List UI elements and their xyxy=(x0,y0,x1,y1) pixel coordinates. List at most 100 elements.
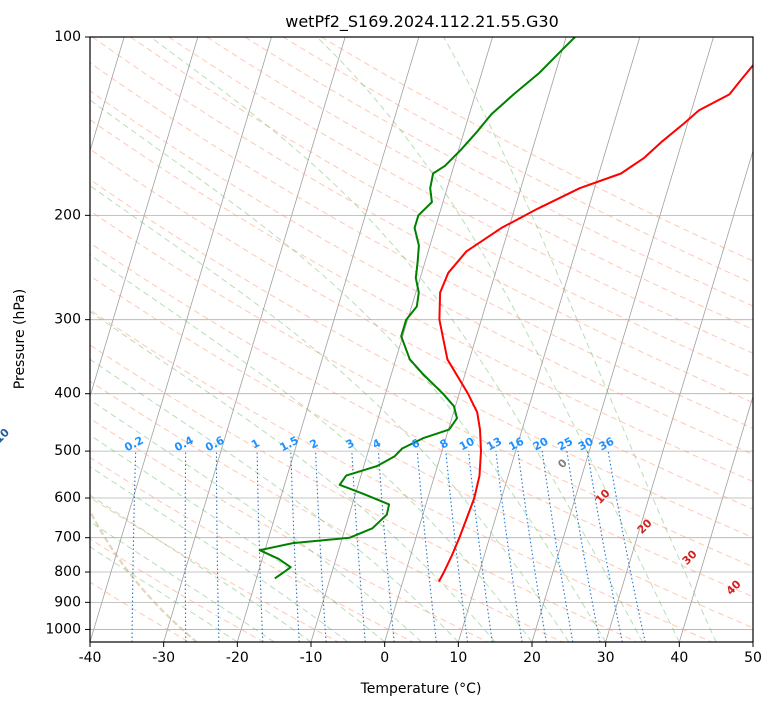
isotherm-line xyxy=(236,37,420,642)
mixing-ratio-line xyxy=(467,451,493,642)
dry-adiabat-line xyxy=(90,179,753,539)
mixing-ratio-line xyxy=(607,451,646,642)
axes: -40 -30 -20 -10 0 10 20 30 40 5010009008007006005… xyxy=(45,29,762,666)
moist-adiabat-label: 0 xyxy=(555,456,570,471)
dry-adiabat-line xyxy=(244,37,753,307)
x-tick-label: 30 xyxy=(597,650,615,666)
dry-adiabat-line xyxy=(90,242,753,598)
x-tick-label: -20 xyxy=(226,650,249,666)
moist-adiabat-line xyxy=(150,37,643,642)
mixing-ratio-line xyxy=(586,451,623,642)
dry-adiabat-line xyxy=(90,344,638,642)
mixing-ratio-label: 10 xyxy=(457,435,477,454)
moist-adiabat-line xyxy=(90,521,275,642)
isotherm-line xyxy=(163,37,346,642)
dry-adiabat-label: -10 xyxy=(0,426,12,449)
y-tick-label: 300 xyxy=(54,312,81,328)
moist-adiabat-label: 40 xyxy=(724,577,744,597)
dry-adiabat-line xyxy=(91,37,753,404)
dry-adiabat-line xyxy=(168,37,753,354)
y-tick-label: 200 xyxy=(54,207,81,223)
sounding-lines xyxy=(258,37,753,582)
lcl-curve xyxy=(90,508,198,642)
moist-adiabat-line xyxy=(90,494,312,642)
moist-adiabat-line xyxy=(90,399,422,642)
x-tick-label: -30 xyxy=(152,650,175,666)
isotherm-line xyxy=(90,37,199,398)
dry-adiabat-line xyxy=(90,456,414,642)
moist-adiabat-line xyxy=(90,99,607,642)
background-lines xyxy=(82,37,753,642)
mixing-ratio-line xyxy=(517,451,547,642)
x-tick-label: 50 xyxy=(744,650,762,666)
isotherm-line xyxy=(457,37,641,642)
isotherm-line xyxy=(531,37,714,642)
mixing-ratio-label: 1 xyxy=(249,436,262,451)
dry-adiabat-line xyxy=(90,210,753,568)
dry-adiabat-line xyxy=(206,37,753,330)
y-tick-label: 900 xyxy=(54,594,81,610)
mixing-ratio-line xyxy=(82,451,89,642)
dry-adiabat-line xyxy=(90,538,264,642)
mixing-ratio-line xyxy=(377,451,395,642)
x-tick-label: 40 xyxy=(670,650,688,666)
mixing-ratio-label: 36 xyxy=(597,435,617,454)
y-tick-label: 400 xyxy=(54,386,81,402)
dry-adiabat-line xyxy=(282,37,753,284)
mixing-ratio-line xyxy=(416,451,437,642)
dry-adiabat-line xyxy=(90,496,339,642)
temperature-line xyxy=(438,63,753,582)
moist-adiabat-label: 20 xyxy=(635,516,655,536)
mixing-ratio-label: 30 xyxy=(576,435,596,454)
mixing-ratio-label: 16 xyxy=(507,435,527,454)
isotherm-line xyxy=(384,37,567,642)
dry-adiabat-line xyxy=(90,581,190,642)
moist-adiabat-line xyxy=(316,37,680,642)
moist-adiabat-line xyxy=(90,311,496,642)
moist-adiabat-line xyxy=(90,546,238,642)
mixing-ratio-label: 13 xyxy=(484,435,504,454)
mixing-ratio-line xyxy=(566,451,601,642)
y-tick-label: 600 xyxy=(54,490,81,506)
x-tick-label: -40 xyxy=(79,650,102,666)
y-tick-label: 700 xyxy=(54,530,81,546)
dry-adiabat-line xyxy=(90,275,753,629)
dewpoint-line xyxy=(258,37,576,580)
plot-frame xyxy=(89,36,754,643)
dry-adiabat-line xyxy=(130,37,753,379)
x-tick-label: 20 xyxy=(523,650,541,666)
isotherm-line xyxy=(678,395,753,642)
dry-adiabat-line xyxy=(90,380,563,642)
y-axis-title: Pressure (hPa) xyxy=(12,289,28,389)
mixing-ratio-line xyxy=(445,451,469,642)
isotherm-line xyxy=(605,149,753,642)
y-tick-label: 100 xyxy=(54,29,81,45)
isotherm-line xyxy=(90,37,272,642)
mixing-ratio-label: 3 xyxy=(344,436,357,451)
dry-adiabat-line xyxy=(90,62,753,429)
mixing-ratio-label: 4 xyxy=(370,436,383,451)
mixing-ratio-line xyxy=(351,451,366,642)
chart-title: wetPf2_S169.2024.112.21.55.G30 xyxy=(285,12,559,32)
line-labels: 0.20.40.611.52346810131620253036-100-90-… xyxy=(0,426,744,598)
dry-adiabat-line xyxy=(90,148,753,510)
mixing-ratio-label: 25 xyxy=(555,435,575,454)
dry-adiabat-line xyxy=(90,309,712,642)
moist-adiabat-label: 30 xyxy=(680,547,700,567)
x-axis-title: Temperature (°C) xyxy=(360,681,482,697)
moist-adiabat-line xyxy=(90,465,349,642)
isotherm-line xyxy=(752,640,753,642)
mixing-ratio-line xyxy=(290,451,300,642)
mixing-ratio-line xyxy=(184,451,187,642)
moist-adiabat-line xyxy=(90,254,533,642)
isotherm-line xyxy=(90,37,125,153)
dry-adiabat-line xyxy=(90,90,753,456)
mixing-ratio-label: 20 xyxy=(531,435,551,454)
x-tick-label: 10 xyxy=(449,650,467,666)
mixing-ratio-line xyxy=(315,451,327,642)
moist-adiabat-line xyxy=(90,185,570,642)
moist-adiabat-line xyxy=(90,434,386,642)
x-tick-label: 0 xyxy=(380,650,389,666)
mixing-ratio-line xyxy=(215,451,220,642)
